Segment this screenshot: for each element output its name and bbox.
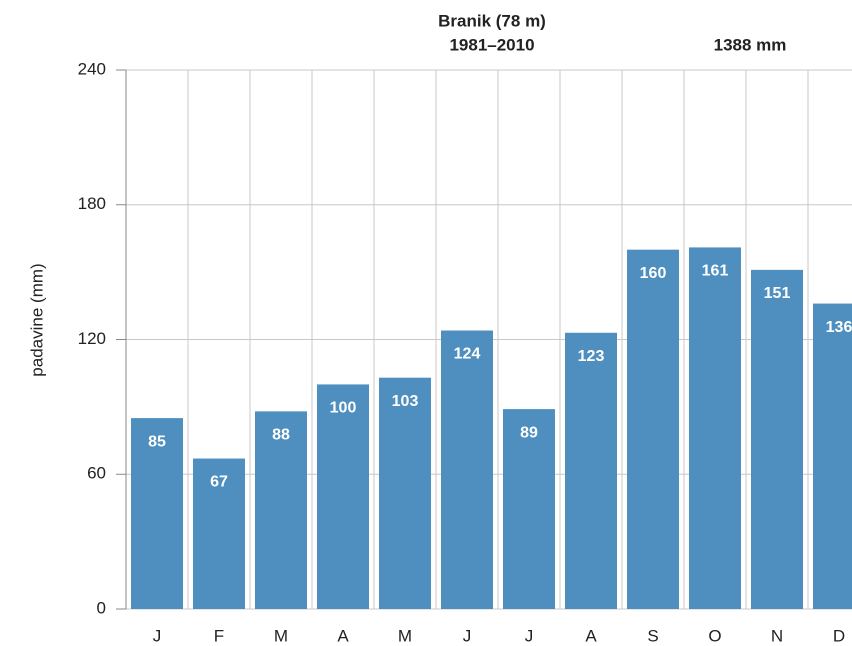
bar bbox=[193, 458, 245, 609]
bar bbox=[503, 409, 555, 609]
x-tick-label: J bbox=[463, 626, 472, 645]
x-tick-label: N bbox=[771, 626, 783, 645]
y-tick-label: 120 bbox=[78, 329, 106, 348]
bar bbox=[379, 377, 431, 609]
x-tick-label: M bbox=[398, 626, 412, 645]
y-tick-label: 0 bbox=[97, 598, 106, 617]
x-tick-label: S bbox=[647, 626, 658, 645]
bar bbox=[627, 249, 679, 609]
chart-subtitle: 1981–2010 bbox=[449, 35, 534, 54]
x-tick-label: J bbox=[153, 626, 162, 645]
data-label: 123 bbox=[578, 348, 605, 365]
data-label: 124 bbox=[454, 346, 481, 363]
bar bbox=[689, 247, 741, 609]
data-label: 161 bbox=[702, 263, 729, 280]
x-tick-label: J bbox=[525, 626, 534, 645]
x-tick-label: M bbox=[274, 626, 288, 645]
data-label: 151 bbox=[764, 285, 791, 302]
data-label: 88 bbox=[272, 427, 290, 444]
y-tick-label: 180 bbox=[78, 194, 106, 213]
data-label: 85 bbox=[148, 433, 166, 450]
x-tick-label: A bbox=[337, 626, 349, 645]
data-label: 103 bbox=[392, 393, 419, 410]
chart-title: Branik (78 m) bbox=[438, 11, 546, 30]
annotation: 1388 mm bbox=[714, 35, 787, 54]
bar bbox=[565, 332, 617, 609]
data-label: 67 bbox=[210, 474, 228, 491]
bar bbox=[751, 269, 803, 609]
bar bbox=[131, 418, 183, 609]
data-label: 100 bbox=[330, 400, 357, 417]
data-label: 160 bbox=[640, 265, 667, 282]
y-axis-label: padavine (mm) bbox=[27, 263, 46, 376]
bar bbox=[813, 303, 852, 609]
y-tick-label: 240 bbox=[78, 59, 106, 78]
data-label: 89 bbox=[520, 424, 538, 441]
bar bbox=[441, 330, 493, 609]
x-tick-label: O bbox=[708, 626, 721, 645]
bar bbox=[255, 411, 307, 609]
x-tick-label: A bbox=[585, 626, 597, 645]
bar bbox=[317, 384, 369, 609]
y-tick-label: 60 bbox=[87, 464, 106, 483]
x-tick-label: D bbox=[833, 626, 845, 645]
data-label: 136 bbox=[826, 319, 852, 336]
x-tick-label: F bbox=[214, 626, 224, 645]
